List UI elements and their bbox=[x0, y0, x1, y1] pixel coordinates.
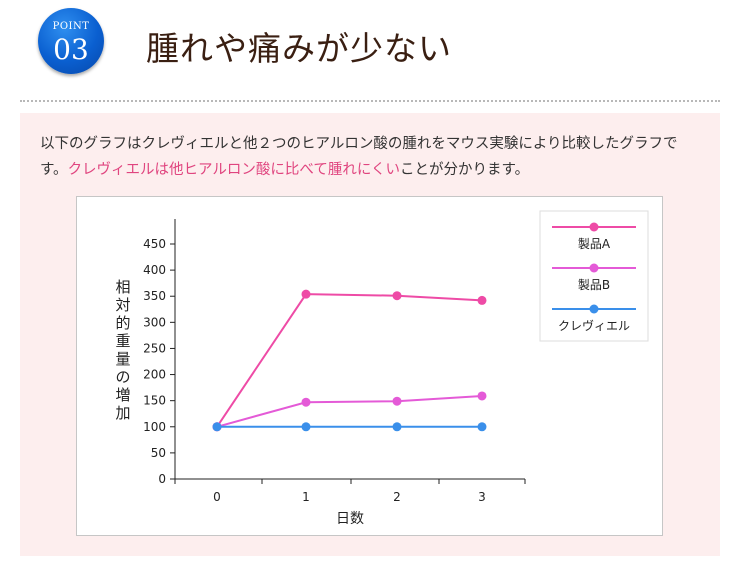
x-tick-label: 0 bbox=[213, 490, 221, 504]
legend-label: 製品B bbox=[578, 278, 610, 292]
description-text-end: ことが分かります。 bbox=[400, 162, 530, 178]
data-point bbox=[477, 391, 487, 401]
point-badge: POINT 03 bbox=[38, 8, 104, 74]
legend-marker bbox=[589, 304, 599, 314]
data-point bbox=[392, 396, 402, 406]
dotted-divider bbox=[20, 100, 720, 102]
x-tick-label: 3 bbox=[478, 490, 486, 504]
y-axis-label-char: 対 bbox=[115, 296, 130, 314]
y-axis-label-char: 増 bbox=[115, 386, 130, 404]
series-group bbox=[212, 289, 487, 432]
y-tick-label: 400 bbox=[143, 263, 166, 277]
x-tick-label: 1 bbox=[302, 490, 310, 504]
description-text: 以下のグラフはクレヴィエルと他２つのヒアルロン酸の腫れをマウス実験により比較した… bbox=[40, 136, 678, 178]
x-ticks: 0 1 2 3 bbox=[174, 479, 526, 504]
data-point bbox=[392, 291, 402, 301]
series-line bbox=[216, 293, 483, 428]
data-point bbox=[392, 422, 402, 432]
legend-label: クレヴィエル bbox=[558, 318, 630, 333]
y-axis-label-char: 的 bbox=[115, 314, 130, 332]
y-axis-label-char: の bbox=[115, 368, 130, 386]
y-axis-label-char: 相 bbox=[115, 278, 130, 296]
legend-box bbox=[539, 210, 649, 342]
legend-marker bbox=[589, 263, 599, 273]
y-tick-label: 50 bbox=[151, 446, 166, 460]
legend-marker bbox=[589, 222, 599, 232]
legend-label: 製品A bbox=[578, 237, 611, 251]
description: 以下のグラフはクレヴィエルと他２つのヒアルロン酸の腫れをマウス実験により比較した… bbox=[40, 131, 702, 183]
series-line bbox=[216, 394, 483, 428]
y-tick-label: 300 bbox=[143, 315, 166, 329]
chart-axes bbox=[174, 219, 525, 480]
data-point bbox=[301, 397, 311, 407]
line-chart: 0 50 100 150 200 250 300 350 400 450 0 1 2 3 相対的重量の増… bbox=[115, 210, 649, 527]
data-point bbox=[301, 289, 311, 299]
y-tick-label: 250 bbox=[143, 341, 166, 355]
data-point bbox=[301, 422, 311, 432]
chart-container: 0 50 100 150 200 250 300 350 400 450 0 1 2 3 相対的重量の増… bbox=[76, 196, 663, 536]
data-point bbox=[477, 295, 487, 305]
x-axis-label: 日数 bbox=[336, 511, 364, 527]
x-tick-label: 2 bbox=[393, 490, 401, 504]
y-ticks: 0 50 100 150 200 250 300 350 400 450 bbox=[143, 237, 175, 486]
y-tick-label: 450 bbox=[143, 237, 166, 251]
data-point bbox=[212, 422, 222, 432]
y-axis-label-char: 量 bbox=[115, 350, 130, 368]
badge-number: 03 bbox=[53, 33, 89, 66]
description-highlight: クレヴィエルは他ヒアルロン酸に比べて腫れにくい bbox=[67, 162, 401, 178]
data-point bbox=[477, 422, 487, 432]
y-tick-label: 200 bbox=[143, 368, 166, 382]
legend: 製品A 製品B クレヴィエル bbox=[539, 210, 649, 342]
y-tick-label: 150 bbox=[143, 394, 166, 408]
y-axis-label-char: 重 bbox=[115, 332, 130, 350]
section-title: 腫れや痛みが少ない bbox=[146, 29, 452, 68]
y-tick-label: 350 bbox=[143, 289, 166, 303]
y-tick-label: 100 bbox=[143, 420, 166, 434]
badge-label: POINT bbox=[52, 21, 90, 32]
y-tick-label: 0 bbox=[158, 472, 166, 486]
y-axis-label-char: 加 bbox=[115, 404, 130, 422]
